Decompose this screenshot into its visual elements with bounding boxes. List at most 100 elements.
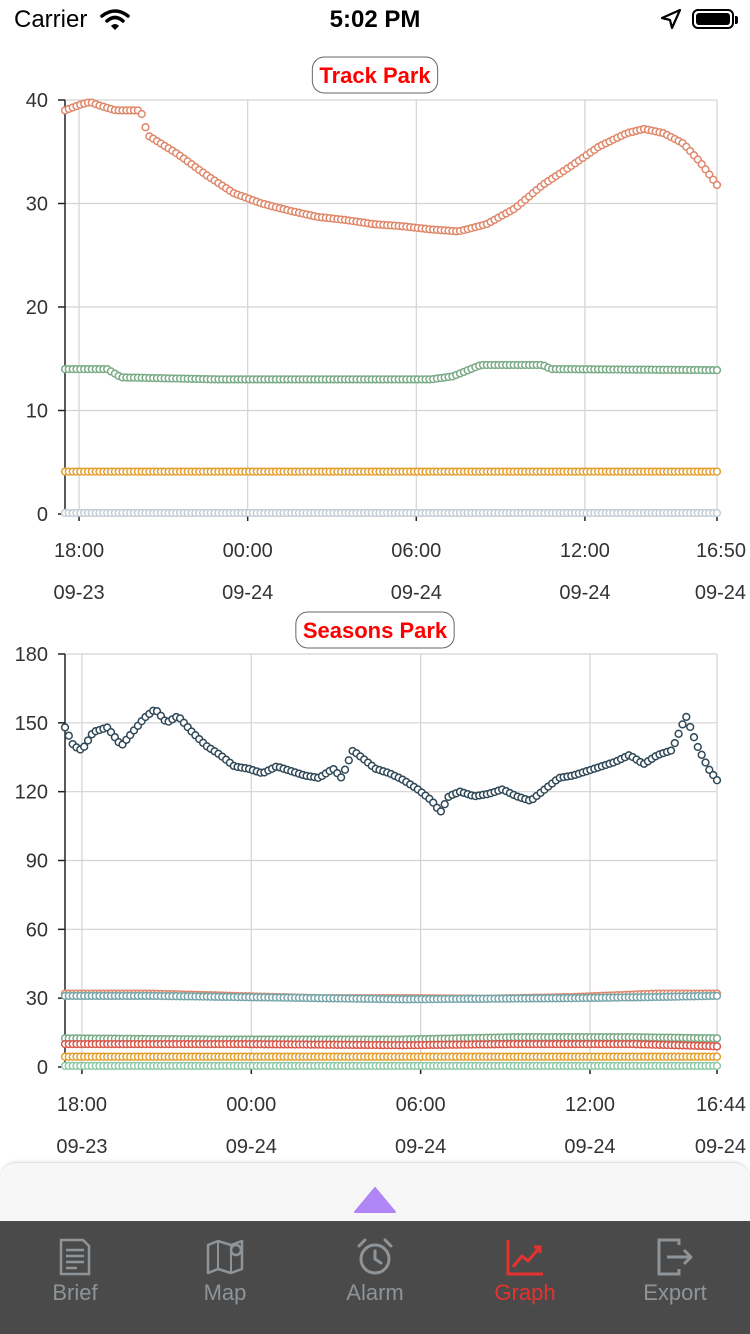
data-point [80, 742, 89, 751]
x-tick-time-label: 16:50 [696, 540, 746, 562]
location-arrow-icon [660, 8, 682, 30]
y-tick-label: 0 [37, 504, 48, 526]
x-tick-date-label: 09-24 [222, 582, 273, 600]
chart-title: Seasons Park [303, 618, 448, 643]
data-point [666, 746, 676, 755]
data-point [697, 750, 706, 759]
x-tick-time-label: 12:00 [560, 540, 610, 562]
y-tick-label: 120 [15, 782, 48, 804]
data-point [670, 738, 679, 748]
y-tick-label: 0 [37, 1057, 48, 1079]
y-tick-label: 40 [26, 90, 48, 112]
data-point [336, 773, 346, 782]
data-point [340, 765, 350, 774]
data-point [712, 1042, 722, 1051]
alarm-clock-icon [357, 1238, 393, 1275]
tab-alarm-label: Alarm [346, 1280, 404, 1305]
line-chart-icon [506, 1240, 543, 1276]
data-point [712, 467, 722, 476]
track-park-chart: 0 10 20 30 40 18:00 09-23 00:00 09-24 06:00 09-24 1… [26, 56, 746, 600]
chart-title-box [311, 56, 439, 94]
series-2 [60, 467, 722, 476]
x-tick-date-label: 09-24 [695, 582, 746, 600]
y-tick-label: 150 [15, 713, 48, 735]
y-tick-label: 30 [26, 194, 48, 216]
series-3 [60, 508, 722, 518]
tab-bar: Brief Map Alarm Graph Export [0, 1221, 750, 1334]
data-point [689, 733, 699, 742]
tab-alarm[interactable]: Alarm [300, 1221, 450, 1334]
data-point [686, 722, 695, 732]
data-point [712, 508, 722, 518]
y-tick-label: 180 [15, 644, 48, 666]
chart-title-box [295, 611, 455, 649]
data-point [344, 756, 353, 765]
data-point [440, 800, 449, 809]
data-point [712, 776, 722, 785]
data-point [137, 109, 146, 119]
tab-map[interactable]: Map [150, 1221, 300, 1334]
y-tick-label: 30 [26, 988, 48, 1010]
battery-icon [692, 9, 738, 29]
x-tick-date-label: 09-24 [395, 1136, 446, 1158]
status-bar: Carrier 5:02 PM [0, 0, 750, 40]
tab-export-label: Export [643, 1280, 707, 1305]
data-point [83, 736, 93, 745]
tab-graph-label: Graph [494, 1280, 556, 1305]
data-point [712, 365, 722, 375]
x-tick-date-label: 09-23 [53, 582, 104, 600]
data-point [674, 729, 683, 738]
document-icon [59, 1238, 91, 1276]
y-tick-label: 20 [26, 297, 48, 319]
data-point [701, 758, 710, 767]
x-tick-date-label: 09-24 [564, 1136, 615, 1158]
series-1 [60, 360, 722, 384]
x-tick-date-label: 09-24 [695, 1136, 746, 1158]
y-tick-label: 90 [26, 851, 48, 873]
wifi-icon [100, 9, 130, 30]
chart-title: Track Park [319, 63, 431, 88]
tab-brief-label: Brief [52, 1280, 98, 1305]
export-icon [657, 1238, 693, 1276]
x-tick-date-label: 09-23 [56, 1136, 107, 1158]
expand-up-arrow-icon[interactable] [354, 1187, 396, 1213]
data-point [712, 1034, 722, 1043]
tab-brief[interactable]: Brief [0, 1221, 150, 1334]
x-tick-time-label: 00:00 [223, 540, 273, 562]
data-point [436, 807, 446, 816]
tab-export[interactable]: Export [600, 1221, 750, 1334]
data-point [64, 731, 73, 740]
x-tick-time-label: 16:44 [696, 1094, 746, 1116]
x-tick-time-label: 18:00 [54, 540, 104, 562]
data-point [693, 742, 702, 752]
x-tick-time-label: 06:00 [396, 1094, 446, 1116]
x-tick-time-label: 18:00 [57, 1094, 107, 1116]
series-0 [60, 706, 722, 816]
x-tick-date-label: 09-24 [391, 582, 442, 600]
tab-graph[interactable]: Graph [450, 1221, 600, 1334]
status-time: 5:02 PM [329, 6, 421, 33]
series-2 [60, 991, 722, 1004]
series-5 [60, 1052, 722, 1061]
data-point [712, 991, 722, 1001]
data-point [678, 720, 687, 729]
data-point [712, 1061, 722, 1071]
x-tick-date-label: 09-24 [559, 582, 610, 600]
tab-map-label: Map [203, 1280, 247, 1305]
seasons-park-chart: 0 30 60 90 120 150 180 18:00 09-23 00:00 09-24 06:0… [15, 611, 746, 1158]
x-tick-date-label: 09-24 [226, 1136, 277, 1158]
data-point [60, 723, 70, 732]
data-point [712, 1052, 722, 1061]
x-tick-time-label: 06:00 [391, 540, 441, 562]
carrier-label: Carrier [14, 6, 88, 33]
x-tick-time-label: 00:00 [226, 1094, 276, 1116]
map-icon [206, 1239, 244, 1275]
data-point [141, 123, 150, 132]
y-tick-label: 60 [26, 919, 48, 941]
data-point [682, 712, 691, 722]
series-0 [60, 98, 722, 236]
data-point [712, 180, 722, 190]
series-6 [60, 1061, 722, 1071]
x-tick-time-label: 12:00 [565, 1094, 615, 1116]
y-tick-label: 10 [26, 401, 48, 423]
